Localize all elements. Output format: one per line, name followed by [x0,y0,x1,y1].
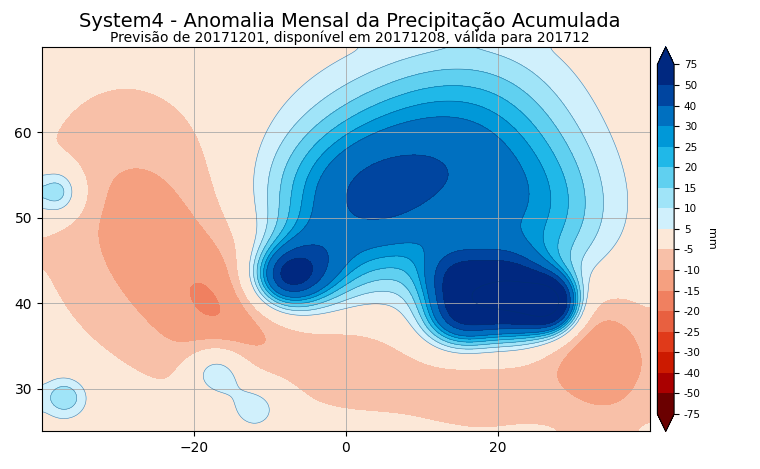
Text: Previsão de 20171201, disponível em 20171208, válida para 201712: Previsão de 20171201, disponível em 2017… [109,30,590,45]
Text: System4 - Anomalia Mensal da Precipitação Acumulada: System4 - Anomalia Mensal da Precipitaçã… [79,12,620,31]
Y-axis label: mm: mm [706,228,717,250]
PathPatch shape [657,414,674,431]
PathPatch shape [657,47,674,64]
